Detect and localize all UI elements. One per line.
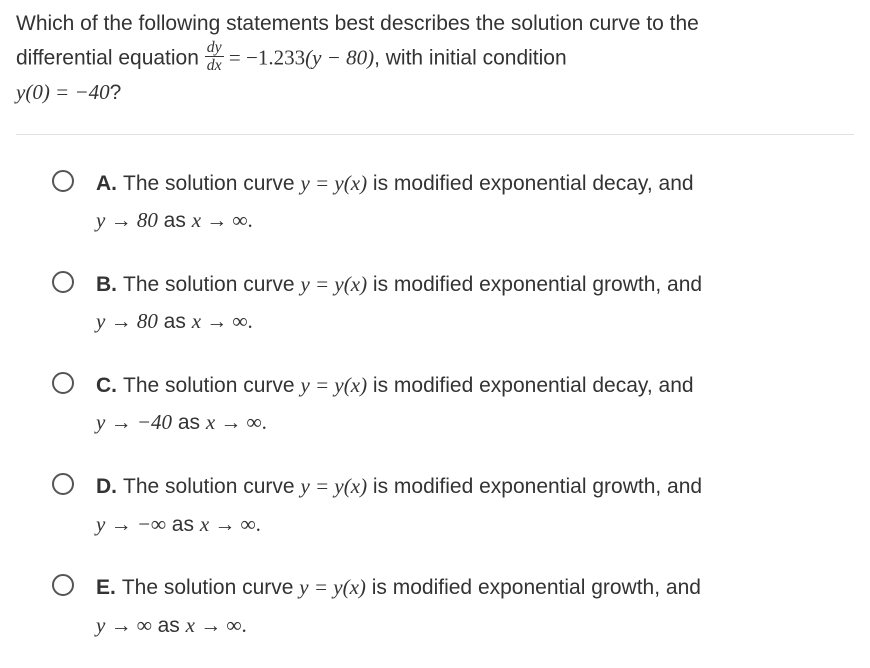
initial-condition: y(0) = −40 xyxy=(16,80,110,104)
question-container: Which of the following statements best d… xyxy=(0,0,870,666)
option-text-suffix: is modified exponential decay, and xyxy=(367,374,693,397)
option-math: y = y(x) xyxy=(300,171,367,195)
limit-end: . xyxy=(247,309,252,333)
option-second-line: y → 80 as x → ∞. xyxy=(96,204,846,238)
option-text-prefix: The solution curve xyxy=(123,374,300,397)
stem-line2-suffix: , with initial condition xyxy=(374,46,567,69)
option-body: E. The solution curve y = y(x) is modifie… xyxy=(96,571,846,642)
option-math: y = y(x) xyxy=(300,474,367,498)
option-e[interactable]: E. The solution curve y = y(x) is modifie… xyxy=(52,571,846,642)
limit-mid: as xyxy=(158,209,192,232)
rhs-coeff: −1.233 xyxy=(246,45,305,69)
option-a[interactable]: A. The solution curve y = y(x) is modifie… xyxy=(52,167,846,238)
limit-lhs: y → −40 xyxy=(96,410,172,434)
option-second-line: y → ∞ as x → ∞. xyxy=(96,609,846,643)
option-b[interactable]: B. The solution curve y = y(x) is modifie… xyxy=(52,268,846,339)
option-math: y = y(x) xyxy=(300,272,367,296)
limit-rhs: x → ∞ xyxy=(186,613,242,637)
option-text-suffix: is modified exponential growth, and xyxy=(367,475,702,498)
option-body: B. The solution curve y = y(x) is modifie… xyxy=(96,268,846,339)
option-text-suffix: is modified exponential growth, and xyxy=(366,576,701,599)
option-letter: A. xyxy=(96,172,117,195)
option-letter: B. xyxy=(96,273,117,296)
stem-line2-prefix: differential equation xyxy=(16,46,205,69)
option-math: y = y(x) xyxy=(299,575,366,599)
radio-icon[interactable] xyxy=(52,170,74,192)
option-letter: C. xyxy=(96,374,117,397)
limit-end: . xyxy=(241,613,246,637)
option-letter: E. xyxy=(96,576,116,599)
options-list: A. The solution curve y = y(x) is modifie… xyxy=(16,167,854,642)
fraction-num: dy xyxy=(205,39,224,57)
eq-sign: = xyxy=(224,45,246,69)
rhs-paren: (y − 80) xyxy=(305,45,374,69)
limit-end: . xyxy=(262,410,267,434)
question-stem: Which of the following statements best d… xyxy=(16,8,854,135)
fraction-dydx: dydx xyxy=(205,39,224,75)
limit-end: . xyxy=(247,208,252,232)
limit-lhs: y → −∞ xyxy=(96,512,166,536)
stem-qmark: ? xyxy=(110,81,122,104)
fraction-den: dx xyxy=(205,57,224,74)
option-body: A. The solution curve y = y(x) is modifie… xyxy=(96,167,846,238)
stem-line1: Which of the following statements best d… xyxy=(16,12,699,35)
option-text-prefix: The solution curve xyxy=(123,273,300,296)
limit-mid: as xyxy=(158,310,192,333)
option-text-suffix: is modified exponential growth, and xyxy=(367,273,702,296)
limit-rhs: x → ∞ xyxy=(200,512,256,536)
option-c[interactable]: C. The solution curve y = y(x) is modifie… xyxy=(52,369,846,440)
option-text-suffix: is modified exponential decay, and xyxy=(367,172,693,195)
limit-rhs: x → ∞ xyxy=(192,208,248,232)
limit-rhs: x → ∞ xyxy=(206,410,262,434)
radio-icon[interactable] xyxy=(52,574,74,596)
radio-icon[interactable] xyxy=(52,271,74,293)
option-d[interactable]: D. The solution curve y = y(x) is modifie… xyxy=(52,470,846,541)
radio-icon[interactable] xyxy=(52,473,74,495)
limit-lhs: y → 80 xyxy=(96,309,158,333)
option-second-line: y → −∞ as x → ∞. xyxy=(96,508,846,542)
radio-icon[interactable] xyxy=(52,372,74,394)
option-text-prefix: The solution curve xyxy=(123,475,300,498)
limit-mid: as xyxy=(166,513,200,536)
option-text-prefix: The solution curve xyxy=(122,576,299,599)
option-math: y = y(x) xyxy=(300,373,367,397)
limit-mid: as xyxy=(152,614,186,637)
option-body: C. The solution curve y = y(x) is modifie… xyxy=(96,369,846,440)
option-letter: D. xyxy=(96,475,117,498)
limit-lhs: y → 80 xyxy=(96,208,158,232)
limit-end: . xyxy=(256,512,261,536)
option-body: D. The solution curve y = y(x) is modifie… xyxy=(96,470,846,541)
limit-mid: as xyxy=(172,411,206,434)
option-text-prefix: The solution curve xyxy=(123,172,300,195)
limit-rhs: x → ∞ xyxy=(192,309,248,333)
limit-lhs: y → ∞ xyxy=(96,613,152,637)
option-second-line: y → −40 as x → ∞. xyxy=(96,406,846,440)
option-second-line: y → 80 as x → ∞. xyxy=(96,305,846,339)
